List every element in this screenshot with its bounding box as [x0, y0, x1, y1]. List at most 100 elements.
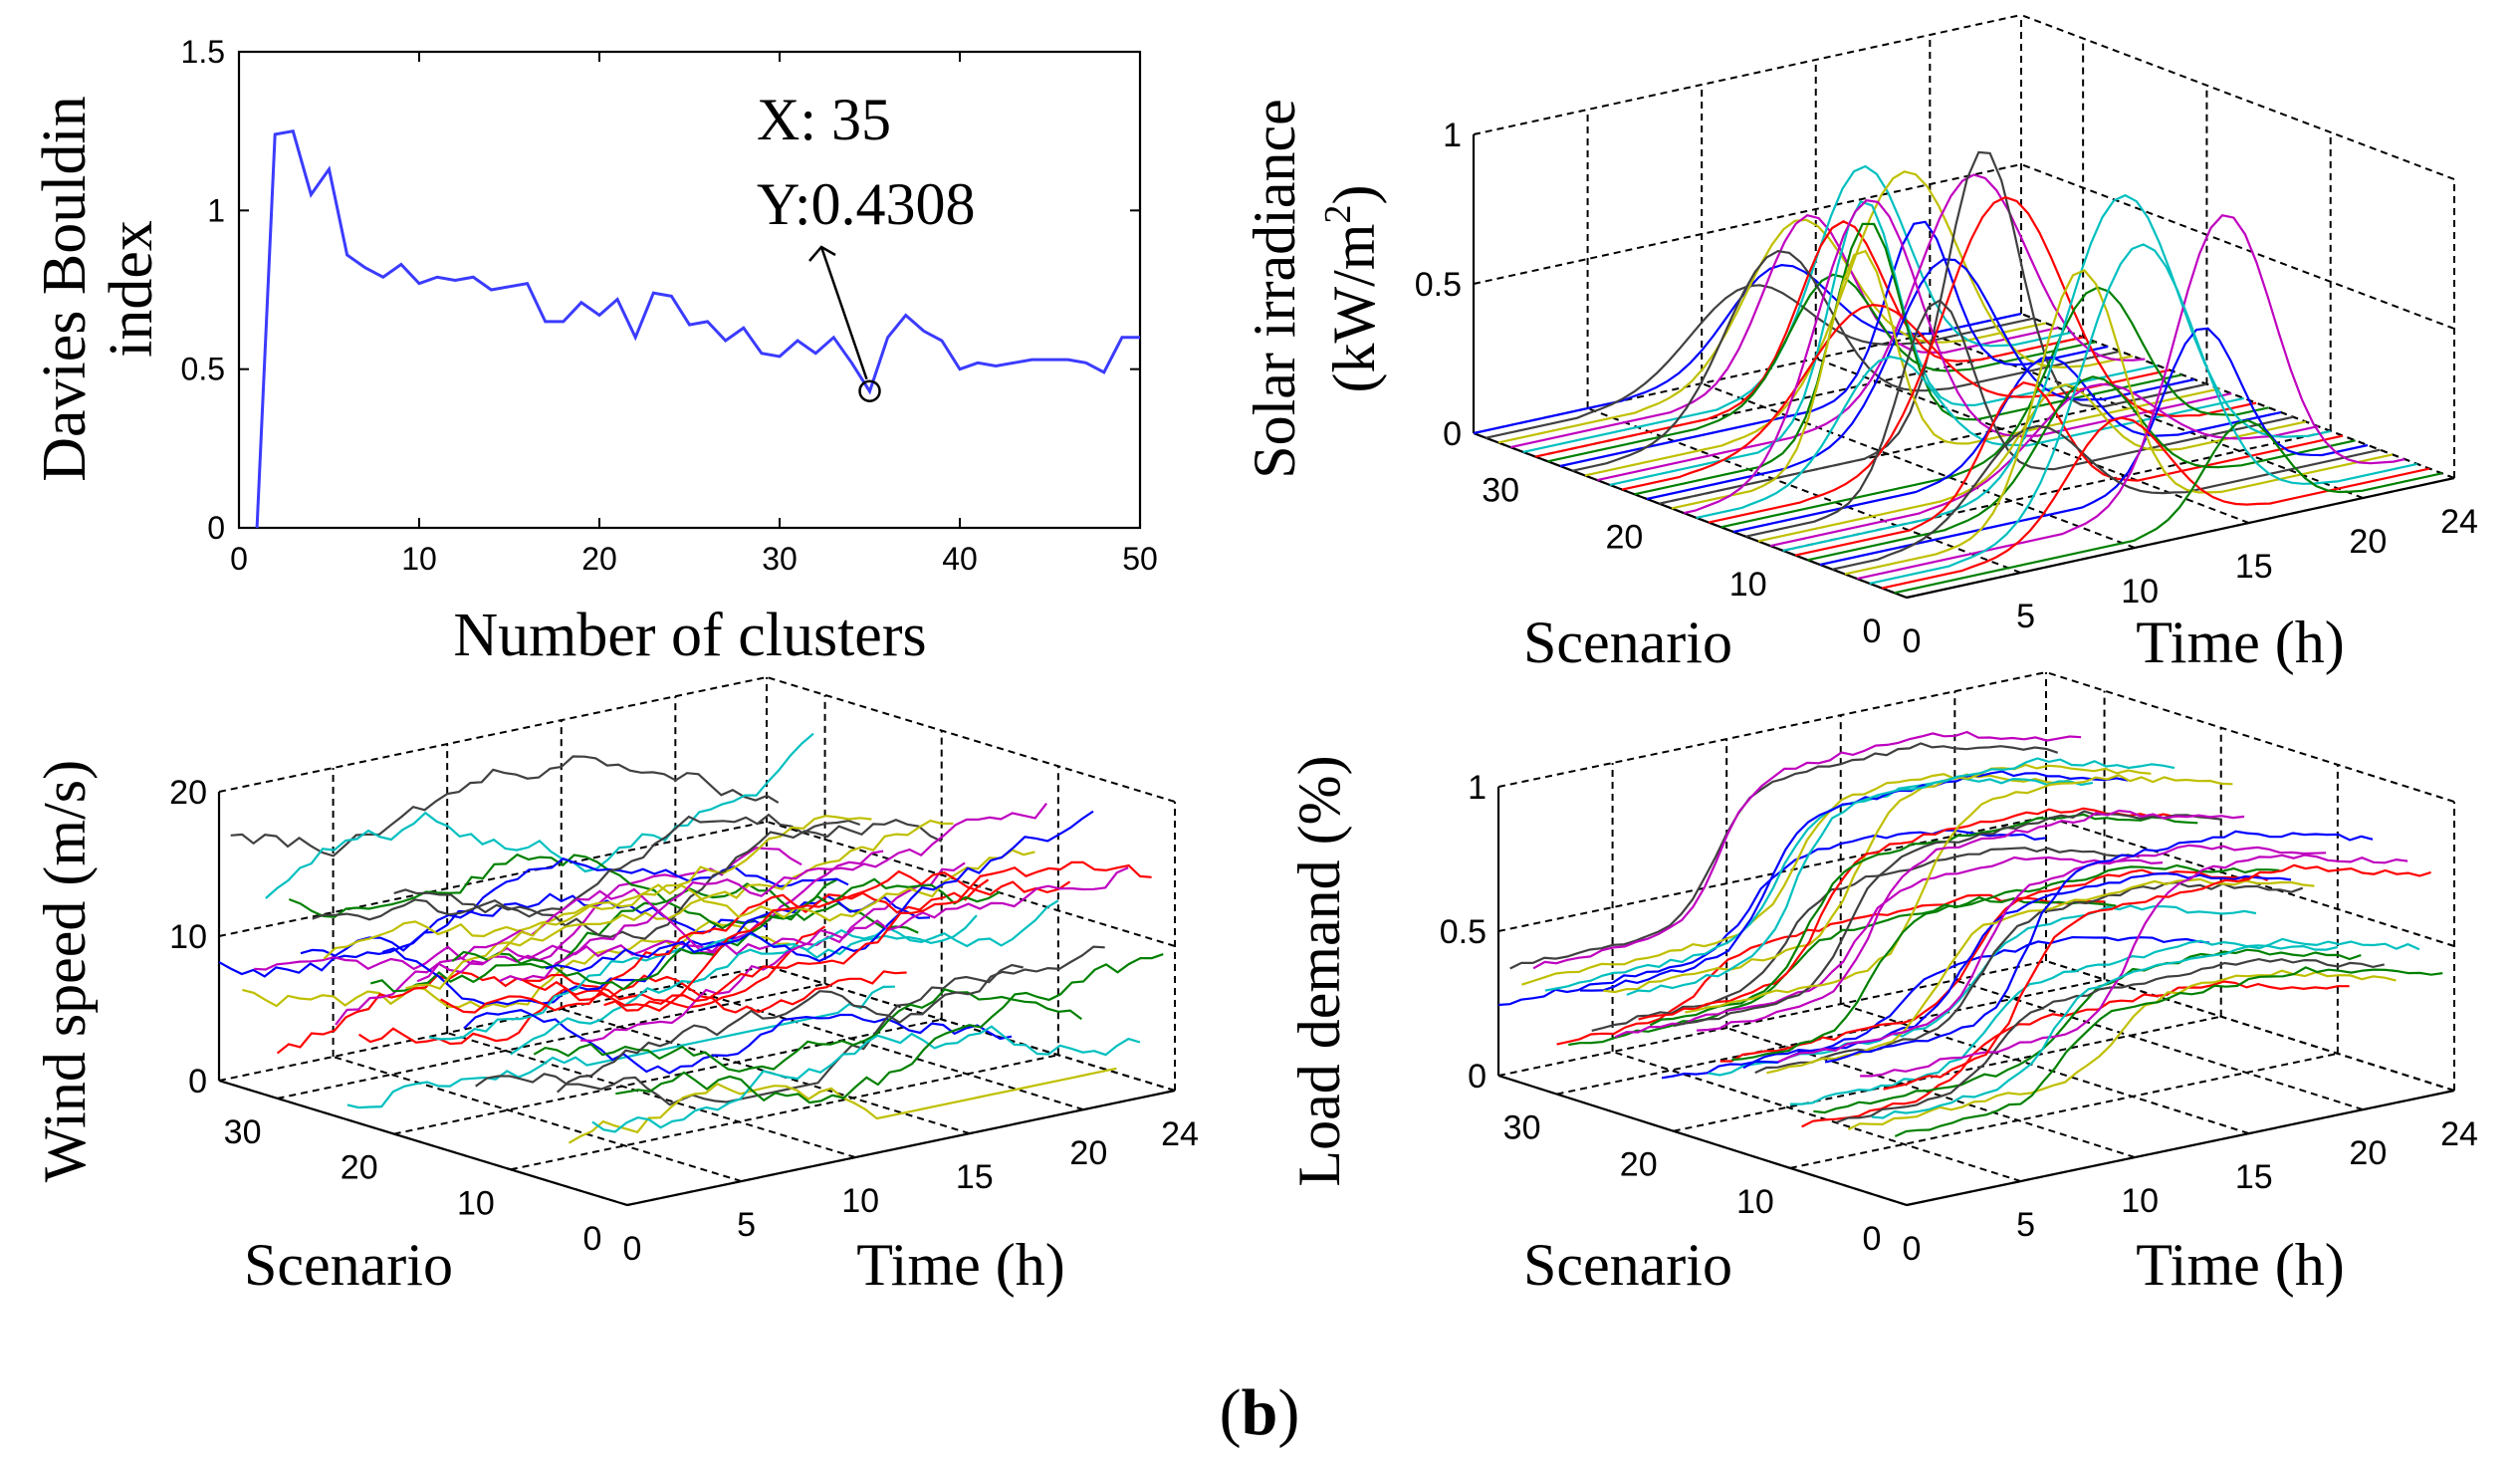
wind-series-line [463, 1009, 1013, 1075]
load-series-line [1614, 856, 2164, 1039]
time-axis-line [626, 1089, 1176, 1207]
dbi-annotation-arrowhead [808, 245, 836, 262]
load-series-line [1860, 854, 2408, 1078]
scenario-axis-line [218, 1079, 628, 1207]
load-series-line [1777, 844, 2327, 1064]
wind-series-lines [218, 732, 1164, 1144]
load-ticks: 0 5 10 15 20 24 0 10 20 30 0 0.5 1 [1440, 769, 2478, 1268]
solar-z-tick: 0 [1443, 415, 1462, 453]
wind-z-tick: 0 [188, 1063, 207, 1100]
back-wall-grid [1473, 14, 2022, 135]
load-series-line [1742, 871, 2292, 1070]
side-wall-grid [766, 676, 1176, 803]
load-series-line [1626, 757, 2176, 996]
solar-series-line [1857, 213, 2405, 581]
dbi-ytick-label: 0 [207, 510, 225, 546]
solar-zlabel-line2: (kW/m2) [1317, 185, 1387, 393]
side-wall-grid [2045, 671, 2455, 803]
back-wall-grid [218, 676, 768, 793]
load-series-line [1813, 948, 2362, 1114]
load-series-lines [1497, 730, 2443, 1138]
dbi-min-marker [858, 379, 881, 402]
wind-series-line [230, 755, 780, 857]
load-series-line [1697, 809, 2245, 1032]
wind-series-line [568, 1067, 1117, 1144]
dbi-xtick-label: 50 [1122, 541, 1158, 577]
side-wall-grid [2020, 14, 2455, 180]
wind-series-line [218, 892, 768, 978]
dbi-xlabel: Number of clusters [453, 602, 926, 669]
solar-series-line [1534, 220, 2084, 458]
dbi-xtick-label: 20 [581, 541, 617, 577]
solar-series-line [1547, 273, 2096, 463]
wind-series-line [370, 882, 919, 993]
solar-series-line [1881, 416, 2430, 590]
load-series-line [1568, 895, 2117, 1047]
dbi-chart: 0 10 20 30 40 50 0 0.5 1 1.5 X: 35 Y:0.4308 Numbe… [31, 34, 1158, 669]
wind-series-line [312, 813, 861, 921]
solar-scenario-tick: 30 [1482, 472, 1519, 510]
load-time-tick: 10 [2121, 1182, 2159, 1220]
load-z-tick: 1 [1468, 769, 1487, 807]
solar-time-tick: 0 [1903, 622, 1922, 660]
floor-grid [510, 1054, 1059, 1171]
back-wall-grid [1497, 671, 2047, 788]
load-series-line [1497, 829, 2047, 1007]
load-time-tick: 0 [1903, 1230, 1922, 1268]
wind-series-line [556, 945, 1105, 1094]
solar-series-line [1869, 243, 2417, 585]
load-scenario-tick: 20 [1620, 1146, 1658, 1184]
wind-series-line [288, 853, 837, 930]
dbi-ytick-label: 1.5 [181, 34, 225, 70]
floor-grid [1556, 978, 2105, 1096]
load-scenario-tick: 30 [1503, 1109, 1541, 1147]
load-series-line [1801, 980, 2350, 1128]
load-chart: 0 5 10 15 20 24 0 10 20 30 0 0.5 1 Scenario Time (h)… [1286, 671, 2478, 1298]
floor-grid [675, 984, 1084, 1111]
solar-series-line [1646, 258, 2195, 501]
wind-series-line [276, 925, 826, 1055]
load-series-line [1591, 847, 2140, 1032]
load-series-line [1754, 880, 2304, 1075]
wind-series-line [545, 810, 1094, 973]
solar-series-line [1559, 220, 2109, 468]
floor-grid [393, 1018, 942, 1135]
floor-grid [1929, 333, 2364, 499]
solar-series-line [1770, 382, 2319, 548]
load-series-line [1883, 863, 2431, 1091]
wind-scenario-tick: 30 [224, 1113, 262, 1151]
dbi-ytick-label: 1 [207, 192, 225, 228]
side-wall-grid [2020, 313, 2455, 479]
solar-time-tick: 5 [2016, 598, 2035, 635]
solar-series-line [1708, 195, 2257, 524]
wind-z-tick: 20 [169, 774, 207, 812]
load-series-line [1894, 966, 2443, 1138]
load-time-tick: 15 [2235, 1158, 2273, 1196]
solar-scenario-tick: 0 [1863, 612, 1882, 650]
wind-time-tick: 15 [956, 1158, 994, 1196]
load-series-line [1638, 807, 2186, 1021]
time-axis-line [1906, 1089, 2455, 1207]
wind-series-line [440, 878, 990, 1014]
floor-grid [1701, 382, 2136, 549]
dbi-ylabel-line2: index [98, 220, 165, 358]
wind-time-label: Time (h) [856, 1232, 1064, 1298]
load-series-line [1731, 863, 2280, 1062]
dbi-ticks: 0 10 20 30 40 50 0 0.5 1 1.5 [181, 34, 1158, 577]
wind-series-line [254, 847, 802, 971]
floor-grid [1789, 1052, 2339, 1169]
solar-series-line [1684, 199, 2232, 515]
wind-series-line [510, 899, 1059, 1056]
solar-series-line [1782, 193, 2331, 552]
solar-chart: 0 5 10 15 20 24 0 10 20 30 0 0.5 1 Scenario Time (h)… [1242, 14, 2478, 675]
solar-series-lines [1473, 150, 2442, 595]
load-series-line [1766, 877, 2315, 1075]
scenario-axis-line [1473, 431, 1908, 600]
floor-grid [1782, 429, 2331, 552]
solar-series-line [1659, 150, 2207, 505]
wind-series-line [323, 815, 872, 960]
figure-label: (b) [1220, 1376, 1300, 1449]
load-series-line [1685, 774, 2233, 1014]
solar-time-tick: 15 [2235, 548, 2273, 586]
